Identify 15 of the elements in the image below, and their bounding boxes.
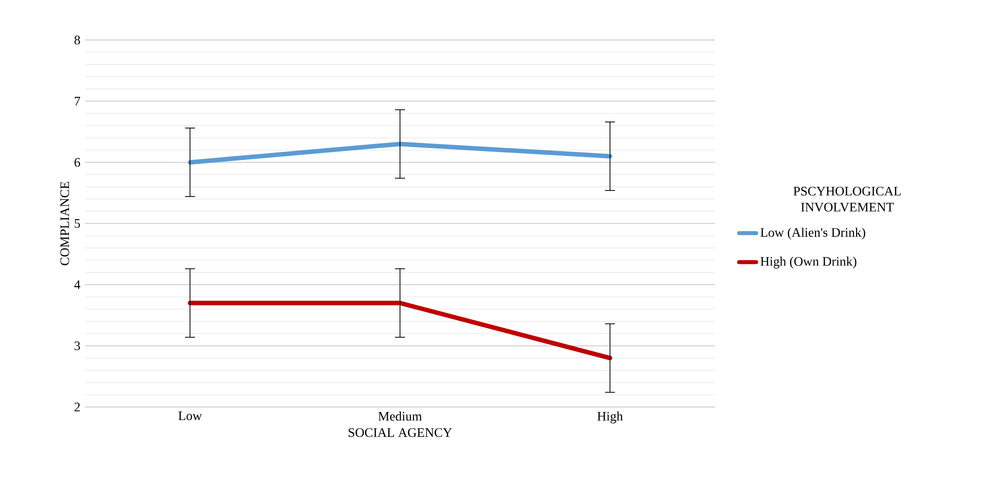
y-axis-title: COMPLIANCE (60, 182, 70, 266)
y-tick-label: 2 (74, 402, 80, 412)
y-tick-label: 6 (74, 158, 80, 167)
x-tick-label: Medium (378, 412, 422, 421)
y-tick-label: 5 (74, 219, 80, 228)
legend-label: High (Own Drink) (760, 256, 856, 268)
legend-label: Low (Alien's Drink) (760, 228, 866, 240)
y-tick-label: 7 (74, 96, 80, 106)
y-tick-label: 8 (74, 36, 80, 44)
y-tick-label: 4 (74, 280, 80, 289)
y-tick-label: 3 (74, 341, 80, 350)
legend-title: PSCYHOLOGICAL INVOLVEMENT (794, 186, 901, 212)
x-tick-label: Low (178, 412, 202, 420)
x-axis-title: SOCIAL AGENCY (348, 428, 452, 437)
x-tick-label: High (597, 412, 623, 424)
